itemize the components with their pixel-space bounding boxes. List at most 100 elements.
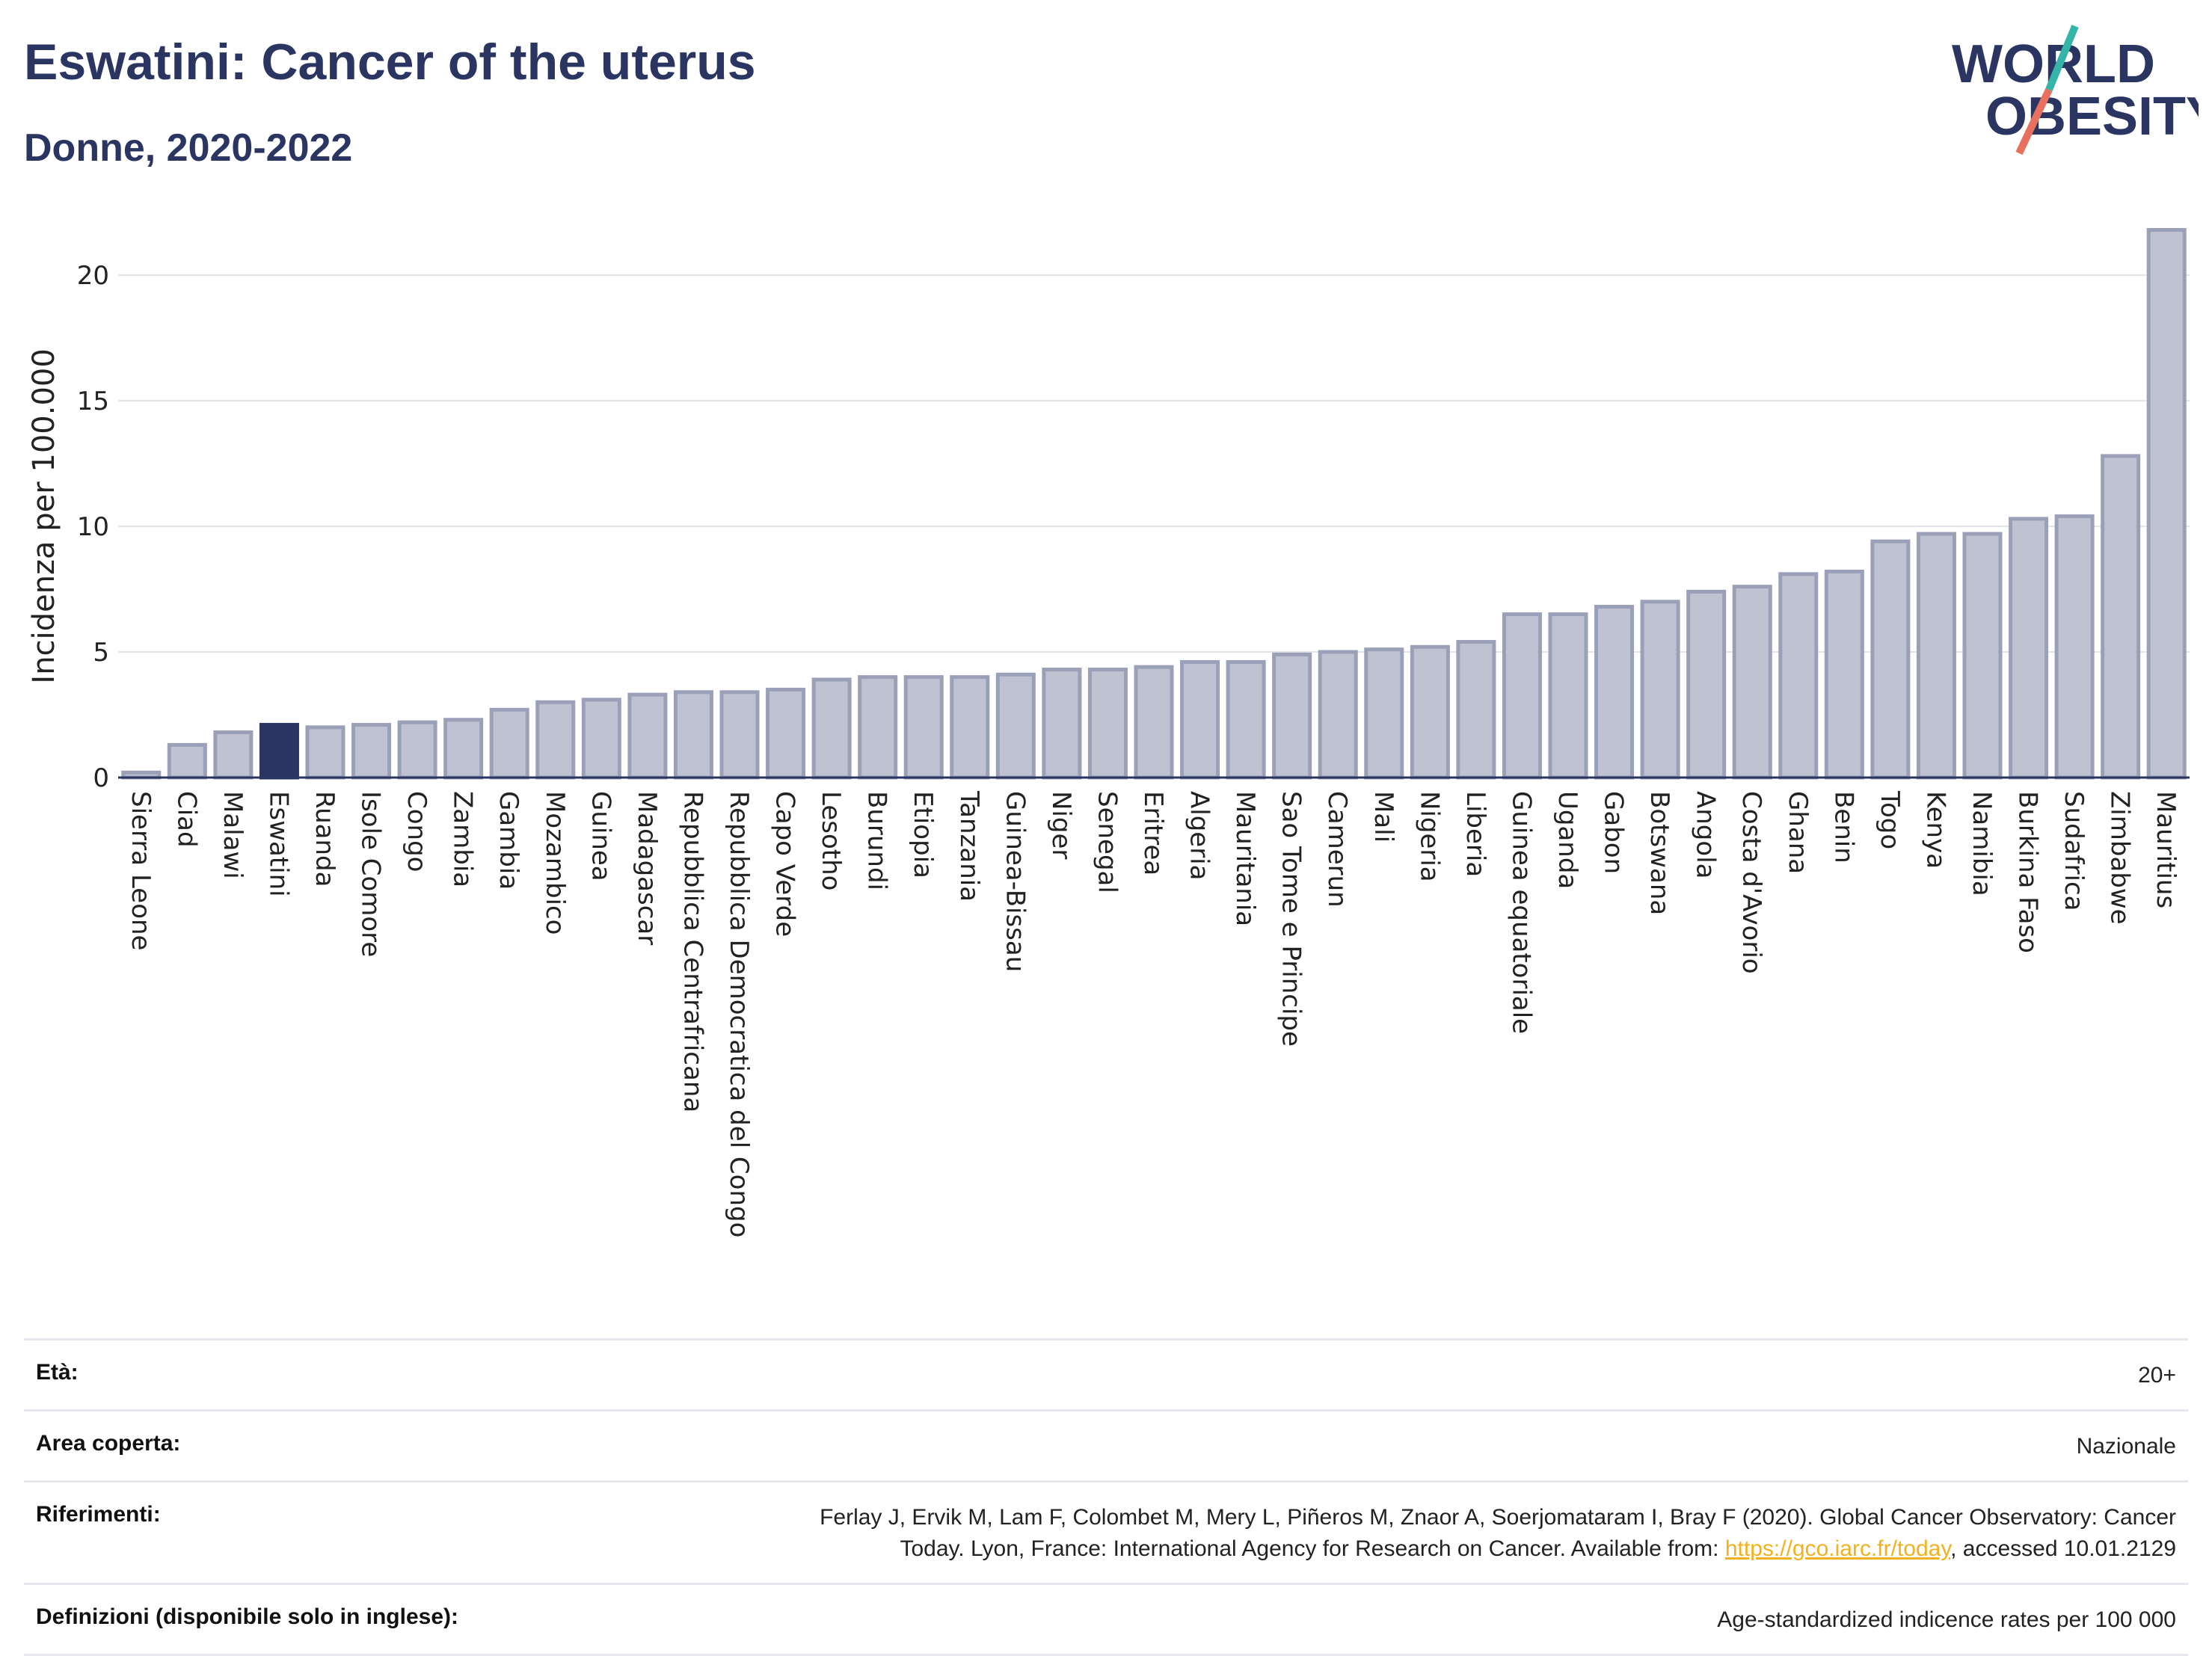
x-tick-label: Ciad — [171, 791, 201, 848]
x-tick-label: Repubblica Democratica del Congo — [724, 791, 754, 1237]
bar — [489, 707, 529, 780]
x-tick-label: Ruanda — [310, 791, 340, 887]
bar — [1226, 659, 1266, 780]
x-tick-label: Botswana — [1644, 791, 1674, 915]
x-tick-label: Etiopia — [908, 791, 938, 878]
references-text-2: Today. Lyon, France: International Agenc… — [900, 1536, 1725, 1561]
x-tick-label: Mauritania — [1230, 791, 1260, 926]
x-tick-label: Ghana — [1783, 791, 1813, 874]
bar — [1824, 569, 1864, 780]
x-tick-label: Mali — [1368, 791, 1398, 843]
x-tick-label: Nigeria — [1414, 791, 1444, 882]
bar — [1042, 668, 1082, 780]
bar — [811, 677, 852, 780]
bar — [1364, 647, 1404, 780]
x-tick-label: Mauritius — [2151, 791, 2181, 908]
references-text-1: Ferlay J, Ervik M, Lam F, Colombet M, Me… — [820, 1505, 2176, 1530]
bar — [1272, 652, 1312, 780]
bar — [213, 730, 254, 780]
metadata-table: Età: 20+ Area coperta: Nazionale Riferim… — [24, 1338, 2188, 1656]
logo-word-obesity: OBESITY — [1985, 87, 2199, 147]
age-value: 20+ — [2138, 1363, 2176, 1388]
x-tick-label: Togo — [1875, 790, 1905, 849]
bar — [1502, 612, 1542, 780]
x-tick-label: Zambia — [448, 791, 478, 887]
x-tick-label: Niger — [1046, 791, 1076, 859]
x-tick-label: Isole Comore — [356, 791, 386, 957]
bar — [2146, 228, 2187, 780]
chart-title: Eswatini: Cancer of the uterus — [24, 34, 756, 90]
bar — [1916, 532, 1956, 780]
references-label: Riferimenti: — [36, 1502, 161, 1527]
x-tick-label: Benin — [1828, 791, 1858, 864]
bar — [950, 675, 990, 780]
bar — [1180, 659, 1220, 780]
chart-subtitle: Donne, 2020-2022 — [24, 126, 353, 170]
bar — [1594, 605, 1635, 780]
x-tick-label: Algeria — [1185, 791, 1214, 880]
bar — [1456, 640, 1496, 780]
meta-row-references: Riferimenti: Ferlay J, Ervik M, Lam F, C… — [24, 1480, 2188, 1583]
y-axis-label: Incidenza per 100.000 — [27, 348, 61, 683]
x-tick-label: Costa d'Avorio — [1736, 791, 1766, 974]
bar — [1962, 532, 2003, 780]
references-link[interactable]: https://gco.iarc.fr/today — [1724, 1536, 1951, 1561]
bar — [2101, 454, 2141, 780]
x-tick-label: Uganda — [1552, 791, 1582, 889]
area-value: Nazionale — [2076, 1434, 2176, 1459]
x-tick-label: Kenya — [1920, 791, 1950, 869]
bar — [1778, 572, 1819, 780]
bar — [581, 698, 621, 780]
x-tick-label: Angola — [1691, 791, 1721, 878]
x-tick-label: Camerun — [1322, 791, 1352, 908]
bar — [259, 722, 299, 780]
bar — [397, 720, 437, 780]
x-tick-label: Sudafrica — [2059, 791, 2089, 911]
bar — [305, 725, 345, 780]
x-tick-label: Lesotho — [816, 791, 846, 890]
logo-slash-coral — [2015, 87, 2053, 156]
x-tick-label: Gambia — [494, 791, 523, 890]
age-label: Età: — [36, 1360, 79, 1385]
bar — [535, 700, 576, 780]
definitions-value: Age-standardized indicence rates per 100… — [1717, 1607, 2176, 1632]
bar — [719, 690, 760, 780]
references-value: Ferlay J, Ervik M, Lam F, Colombet M, Me… — [820, 1502, 2176, 1565]
bar — [1410, 644, 1450, 780]
x-tick-label: Capo Verde — [770, 791, 800, 937]
bar-chart: 0 5 10 15 20 Incidenza per 100.000 Sierra Leon… — [27, 228, 2190, 1237]
x-tick-label: Burundi — [862, 791, 892, 890]
bar — [443, 718, 484, 780]
x-tick-label: Sao Tome e Principe — [1276, 791, 1306, 1047]
bar — [2009, 517, 2049, 780]
x-tick-label: Eswatini — [263, 791, 293, 897]
bar — [1640, 600, 1680, 780]
references-text-3: , accessed 10.01.2129 — [1950, 1536, 2176, 1561]
bar — [1548, 612, 1588, 780]
y-tick-label: 10 — [77, 512, 109, 542]
x-tick-label: Burkina Faso — [2013, 791, 2043, 953]
x-tick-label: Tanzania — [954, 790, 984, 902]
x-tick-label: Eritrea — [1138, 791, 1168, 875]
y-tick-label: 15 — [77, 387, 109, 416]
x-tick-label: Namibia — [1967, 791, 1997, 896]
bar — [627, 692, 668, 780]
x-tick-label: Malawi — [218, 791, 248, 879]
bar — [1134, 665, 1174, 780]
x-tick-label: Zimbabwe — [2105, 791, 2135, 925]
logo-slash-teal — [2045, 25, 2079, 91]
definitions-label: Definizioni (disponibile solo in inglese… — [36, 1604, 459, 1629]
meta-row-area: Area coperta: Nazionale — [24, 1409, 2188, 1480]
bar — [1087, 668, 1128, 780]
bar — [1686, 589, 1727, 780]
bar — [858, 675, 898, 780]
x-tick-label: Sierra Leone — [126, 791, 156, 950]
bar — [673, 690, 713, 780]
bar — [995, 672, 1036, 780]
bar — [766, 687, 806, 780]
bar — [351, 722, 392, 780]
x-tick-label: Liberia — [1460, 791, 1490, 877]
x-tick-label: Guinea — [586, 791, 615, 881]
y-tick-label: 0 — [93, 763, 109, 793]
x-tick-label: Guinea-Bissau — [1000, 791, 1030, 972]
